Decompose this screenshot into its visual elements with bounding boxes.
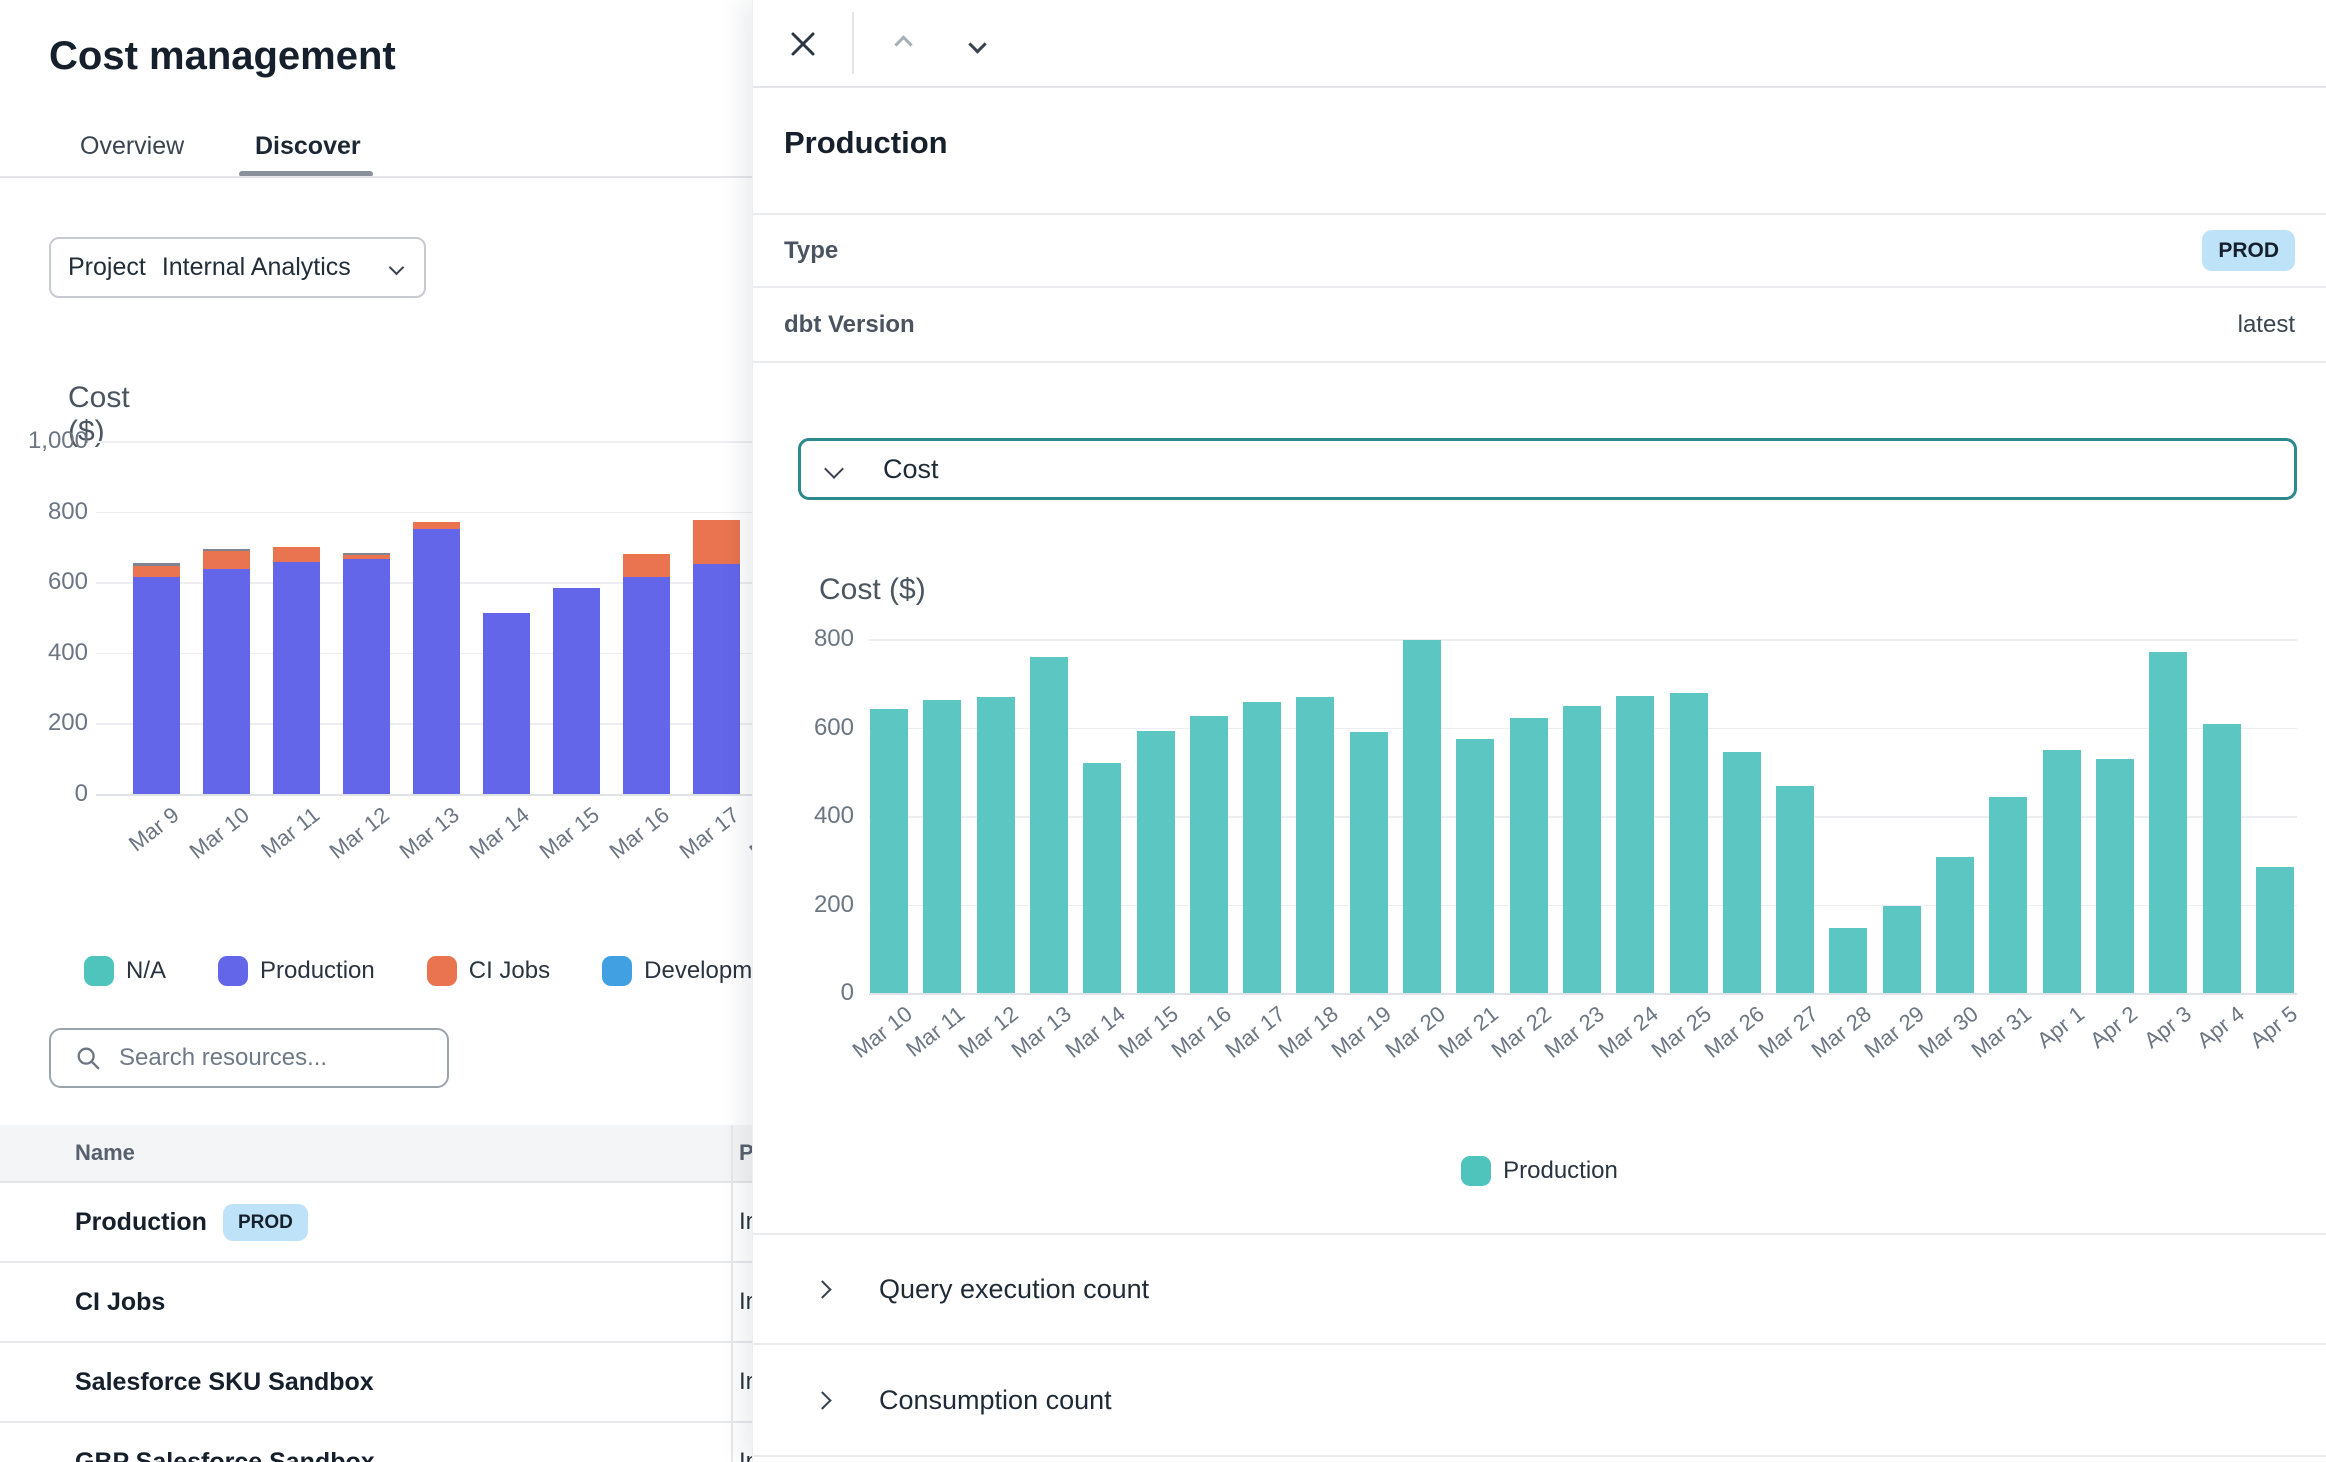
resource-name: Production PROD xyxy=(75,1203,308,1241)
chart-title: Cost ($) xyxy=(68,381,130,448)
tab-overview[interactable]: Overview xyxy=(80,132,185,160)
chevron-up-icon xyxy=(893,34,913,54)
field-label: Type xyxy=(784,236,839,264)
drawer-header xyxy=(753,0,2326,88)
search-icon xyxy=(77,1047,100,1070)
chart-plot-area xyxy=(96,441,1196,796)
project-filter-dropdown[interactable]: Project Internal Analytics xyxy=(49,237,426,298)
column-divider xyxy=(731,1125,733,1462)
field-label: dbt Version xyxy=(784,310,915,338)
project-filter-label: Project xyxy=(68,253,146,281)
cost-section-toggle[interactable]: Cost xyxy=(798,438,2297,500)
resource-name: CI Jobs xyxy=(75,1287,166,1316)
consumption-count-toggle[interactable]: Consumption count xyxy=(753,1345,2326,1457)
drawer-title: Production xyxy=(784,125,948,160)
legend-swatch xyxy=(84,956,114,986)
project-filter-value: Internal Analytics xyxy=(161,253,351,281)
section-label: Consumption count xyxy=(879,1384,1112,1415)
close-button[interactable] xyxy=(781,22,825,66)
search-input[interactable] xyxy=(119,1044,429,1072)
chart-title: Cost ($) xyxy=(819,573,926,606)
prod-badge: PROD xyxy=(222,1203,308,1241)
legend-swatch xyxy=(218,956,249,986)
legend-swatch xyxy=(602,956,633,986)
column-header-name: Name xyxy=(75,1140,135,1165)
close-icon xyxy=(791,32,815,56)
field-row-dbt-version: dbt Version latest xyxy=(753,288,2326,363)
legend-item: N/A xyxy=(84,956,166,986)
previous-item-button[interactable] xyxy=(881,22,925,66)
chart-legend: N/A Production CI Jobs Development xyxy=(84,956,786,986)
chevron-right-icon xyxy=(813,1279,832,1299)
chart-legend: Production xyxy=(753,1156,2326,1186)
next-item-button[interactable] xyxy=(955,22,999,66)
y-axis-labels: 0 200 400 600 800 xyxy=(813,625,854,1006)
active-tab-underline xyxy=(239,171,373,177)
prod-badge: PROD xyxy=(2202,230,2295,271)
chevron-down-icon xyxy=(388,259,405,276)
resource-name: GBP Salesforce Sandbox xyxy=(75,1447,375,1462)
legend-swatch xyxy=(426,956,457,986)
environment-details-drawer: Production Type PROD dbt Version latest … xyxy=(752,0,2326,1462)
search-box[interactable] xyxy=(49,1028,449,1088)
field-rows: Type PROD dbt Version latest xyxy=(753,213,2326,363)
chevron-down-icon xyxy=(824,459,844,479)
cost-section-label: Cost xyxy=(883,453,939,484)
field-row-type: Type PROD xyxy=(753,213,2326,288)
tab-discover[interactable]: Discover xyxy=(255,132,361,160)
legend-swatch xyxy=(1461,1156,1492,1186)
collapsed-sections: Query execution count Consumption count xyxy=(753,1233,2326,1457)
field-value: latest xyxy=(2237,310,2295,338)
query-execution-count-toggle[interactable]: Query execution count xyxy=(753,1233,2326,1345)
section-label: Query execution count xyxy=(879,1273,1150,1304)
chevron-right-icon xyxy=(813,1390,832,1410)
page-title: Cost management xyxy=(49,34,396,78)
y-axis-labels: 0 200 400 600 800 1,000 xyxy=(27,427,88,807)
legend-item: CI Jobs xyxy=(426,956,550,986)
legend-item: Production xyxy=(1461,1156,1618,1186)
chevron-down-icon xyxy=(967,34,987,54)
legend-item: Production xyxy=(218,956,375,986)
chart-plot-area xyxy=(869,639,2297,995)
resource-name: Salesforce SKU Sandbox xyxy=(75,1367,374,1396)
header-divider xyxy=(852,12,854,74)
